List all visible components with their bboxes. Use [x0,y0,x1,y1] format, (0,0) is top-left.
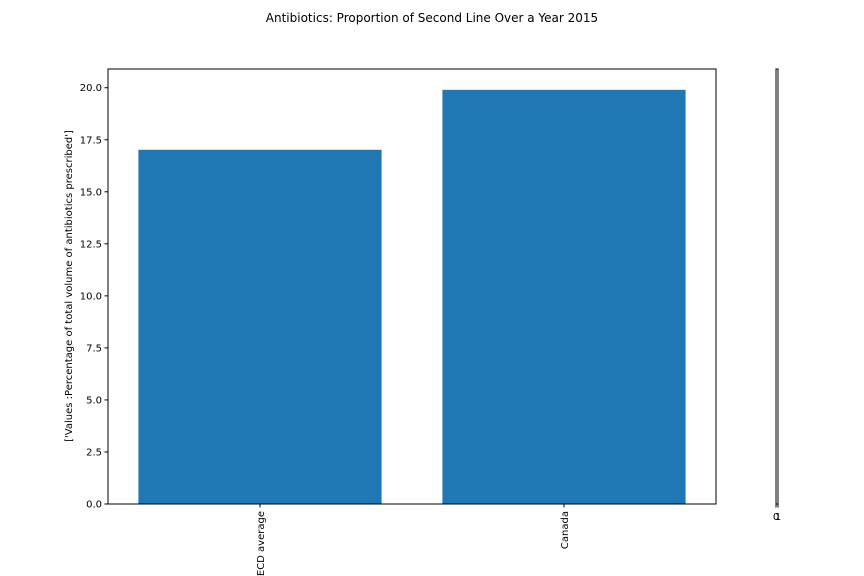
y-tick-label: 2.5 [86,447,102,458]
axes-frame [107,68,717,505]
y-tick-label: 10.0 [80,291,102,302]
bar [138,149,382,504]
y-tick-label: 0.0 [86,500,102,511]
y-tick-label: 17.5 [80,135,102,146]
y-tick-label: 12.5 [80,239,102,250]
x-tick-label: OECD average [256,511,267,576]
second-axes-frame [775,68,779,505]
bar [442,89,686,504]
y-tick-label: 7.5 [86,343,102,354]
y-tick-label: 15.0 [80,187,102,198]
x-tick-label: 1 [775,512,781,523]
y-tick-label: 20.0 [80,83,102,94]
y-axis-label: ['Values :Percentage of total volume of … [64,130,75,442]
chart-title: Antibiotics: Proportion of Second Line O… [266,11,598,25]
y-tick-label: 5.0 [86,395,102,406]
x-tick-label: Canada [560,511,571,549]
x-tick-label: 0 [773,512,779,523]
